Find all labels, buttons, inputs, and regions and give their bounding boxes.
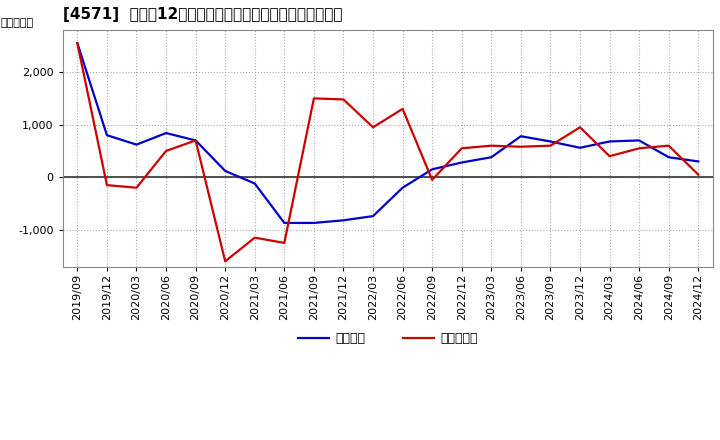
経常利益 <box>428 167 436 172</box>
経常利益 <box>576 145 585 150</box>
経常利益 <box>398 185 407 191</box>
経常利益 <box>221 168 230 173</box>
当期純利益 <box>162 148 171 154</box>
当期純利益 <box>428 177 436 183</box>
経常利益 <box>694 159 703 164</box>
当期純利益 <box>73 40 81 46</box>
当期純利益 <box>339 97 348 102</box>
当期純利益 <box>546 143 554 148</box>
当期純利益 <box>132 185 141 191</box>
経常利益 <box>251 181 259 186</box>
経常利益 <box>73 40 81 46</box>
経常利益 <box>457 160 466 165</box>
当期純利益 <box>635 146 644 151</box>
当期純利益 <box>694 172 703 177</box>
Text: [4571]  利益の12か月移動合計の対前年同期増減額の推移: [4571] 利益の12か月移動合計の対前年同期増減額の推移 <box>63 7 342 22</box>
Legend: 経常利益, 当期純利益: 経常利益, 当期純利益 <box>293 327 483 350</box>
経常利益 <box>162 130 171 136</box>
当期純利益 <box>280 240 289 246</box>
Line: 当期純利益: 当期純利益 <box>77 43 698 261</box>
当期純利益 <box>102 183 111 188</box>
当期純利益 <box>192 138 200 143</box>
経常利益 <box>546 139 554 144</box>
当期純利益 <box>487 143 495 148</box>
経常利益 <box>102 132 111 138</box>
経常利益 <box>132 142 141 147</box>
経常利益 <box>516 134 525 139</box>
経常利益 <box>369 213 377 219</box>
経常利益 <box>339 218 348 223</box>
Line: 経常利益: 経常利益 <box>77 43 698 223</box>
経常利益 <box>635 138 644 143</box>
経常利益 <box>280 220 289 226</box>
当期純利益 <box>457 146 466 151</box>
当期純利益 <box>606 154 614 159</box>
当期純利益 <box>516 144 525 149</box>
当期純利益 <box>221 259 230 264</box>
経常利益 <box>310 220 318 226</box>
経常利益 <box>192 138 200 143</box>
当期純利益 <box>398 106 407 111</box>
当期純利益 <box>576 125 585 130</box>
経常利益 <box>606 139 614 144</box>
当期純利益 <box>251 235 259 240</box>
当期純利益 <box>665 143 673 148</box>
当期純利益 <box>369 125 377 130</box>
経常利益 <box>487 154 495 160</box>
経常利益 <box>665 154 673 160</box>
Y-axis label: （百万円）: （百万円） <box>1 18 34 28</box>
当期純利益 <box>310 96 318 101</box>
